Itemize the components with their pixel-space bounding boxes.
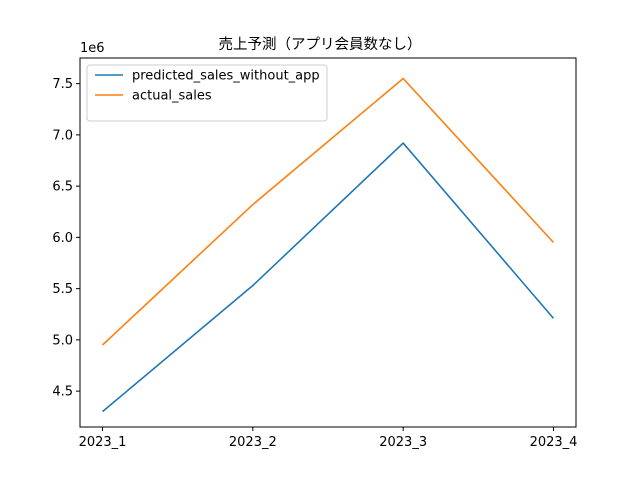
- y-tick-label: 5.5: [52, 282, 73, 297]
- y-axis: 4.5 5.0 5.5 6.0 6.5 7.0 7.5: [52, 77, 80, 400]
- y-tick-label: 5.0: [52, 333, 73, 348]
- plot-area: [79, 57, 577, 428]
- x-tick-label: 2023_4: [530, 435, 578, 450]
- series-line-0: [101, 142, 555, 413]
- series-line-1: [101, 77, 555, 346]
- y-tick-label: 7.0: [52, 128, 73, 143]
- x-axis: 2023_1 2023_2 2023_3 2023_4: [79, 427, 578, 450]
- y-tick-label: 6.5: [52, 180, 73, 195]
- legend-label-1: actual_sales: [132, 89, 212, 104]
- legend: predicted_sales_without_app actual_sales: [86, 64, 328, 122]
- legend-box: [86, 64, 328, 122]
- legend-label-0: predicted_sales_without_app: [132, 69, 320, 84]
- y-tick-label: 7.5: [52, 77, 73, 92]
- x-tick-label: 2023_2: [229, 435, 277, 450]
- series-layer: [101, 77, 555, 413]
- x-tick-label: 2023_3: [379, 435, 427, 450]
- y-tick-label: 6.0: [52, 231, 73, 246]
- chart-title: 売上予測（アプリ会員数なし）: [219, 36, 422, 53]
- y-axis-offset-label: 1e6: [80, 41, 105, 56]
- y-tick-label: 4.5: [52, 385, 73, 400]
- x-tick-label: 2023_1: [79, 435, 127, 450]
